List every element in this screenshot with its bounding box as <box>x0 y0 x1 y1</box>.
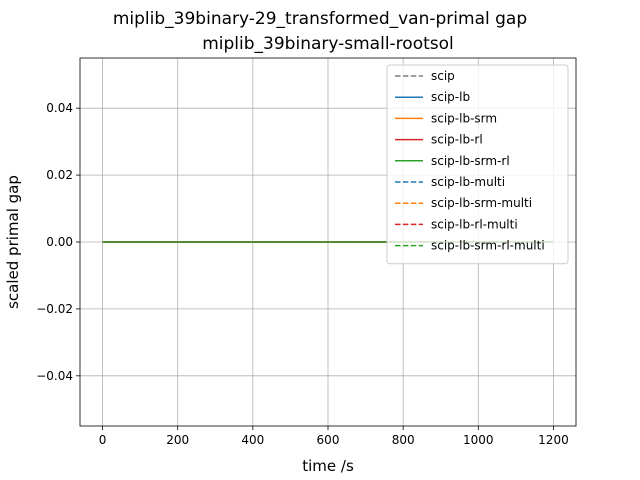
legend-label: scip <box>431 69 455 83</box>
x-tick-label: 0 <box>99 433 107 447</box>
legend-label: scip-lb-srm-multi <box>431 196 532 210</box>
y-tick-label: 0.02 <box>46 168 73 182</box>
legend-label: scip-lb-multi <box>431 175 505 189</box>
legend-label: scip-lb-rl <box>431 133 483 147</box>
x-tick-label: 400 <box>241 433 264 447</box>
chart-title: miplib_39binary-29_transformed_van-prima… <box>113 9 527 29</box>
legend-label: scip-lb-srm <box>431 111 497 125</box>
y-tick-label: −0.02 <box>36 302 73 316</box>
y-tick-label: −0.04 <box>36 369 73 383</box>
x-tick-label: 1000 <box>463 433 494 447</box>
chart-subtitle: miplib_39binary-small-rootsol <box>202 34 454 54</box>
x-tick-label: 1200 <box>538 433 569 447</box>
legend-label: scip-lb <box>431 90 470 104</box>
legend-box <box>386 64 569 265</box>
legend-label: scip-lb-rl-multi <box>431 217 518 231</box>
x-tick-label: 800 <box>392 433 415 447</box>
y-tick-label: 0.00 <box>46 235 73 249</box>
tick-layer: 0 200 400 600 800 1000 1200 −0.04 −0.02 0.00 0.02 0… <box>36 101 569 447</box>
x-axis-label: time /s <box>302 457 354 475</box>
legend: scip scip-lb scip-lb-srm scip-lb-rl scip-lb-… <box>386 64 569 265</box>
legend-label: scip-lb-srm-rl-multi <box>431 239 545 253</box>
x-tick-label: 200 <box>166 433 189 447</box>
y-axis-label: scaled primal gap <box>4 175 22 309</box>
y-tick-label: 0.04 <box>46 101 73 115</box>
legend-label: scip-lb-srm-rl <box>431 154 510 168</box>
x-tick-label: 600 <box>317 433 340 447</box>
